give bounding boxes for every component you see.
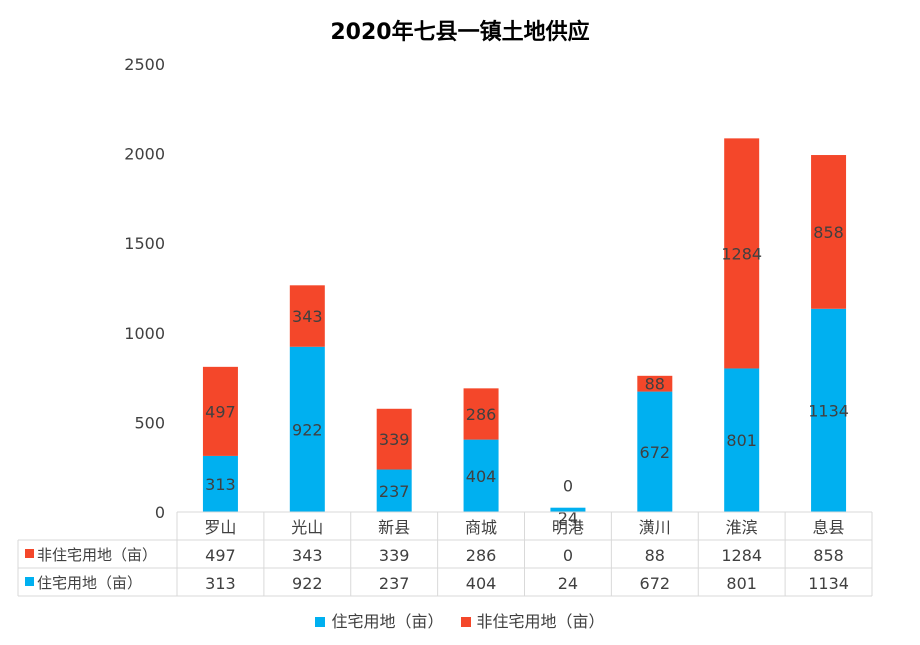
table-cell: 497	[205, 546, 236, 565]
table-cell: 0	[563, 546, 573, 565]
bar-non-residential	[811, 155, 847, 309]
data-label-residential: 237	[379, 482, 410, 501]
legend-swatch-residential	[315, 617, 326, 627]
table-series-swatch	[25, 549, 34, 558]
bar-residential	[463, 439, 499, 512]
table-cell: 237	[379, 574, 410, 593]
y-tick-label: 500	[134, 413, 165, 432]
data-label-residential: 672	[640, 443, 671, 462]
data-label-residential: 922	[292, 420, 323, 439]
legend-item-non-residential: 非住宅用地（亩）	[460, 608, 605, 632]
legend: 住宅用地（亩） 非住宅用地（亩）	[0, 608, 920, 632]
table-cell: 801	[726, 574, 757, 593]
table-series-label: 住宅用地（亩）	[37, 574, 142, 592]
data-label-non-residential: 343	[292, 307, 323, 326]
data-label-non-residential: 339	[379, 430, 410, 449]
y-axis: 0 500 1000 1500 2000 2500	[124, 55, 165, 522]
data-label-non-residential: 858	[813, 223, 844, 242]
legend-swatch-non-residential	[460, 617, 471, 627]
data-label-residential: 24	[558, 509, 578, 528]
table-cell: 343	[292, 546, 323, 565]
x-tick-label: 淮滨	[726, 518, 758, 537]
bar-non-residential	[637, 375, 673, 392]
data-label-residential: 404	[466, 467, 497, 486]
x-tick-label: 商城	[465, 518, 497, 537]
data-label-residential: 1134	[808, 401, 849, 420]
table-cell: 1284	[721, 546, 762, 565]
bar-residential	[724, 368, 760, 512]
table-cell: 313	[205, 574, 236, 593]
x-tick-label: 潢川	[639, 518, 671, 537]
bars: 313 497 922 343 237 339 404 286 24 0 672 88 801 1284 1…	[202, 138, 849, 528]
bar-residential	[376, 469, 412, 512]
bar-residential	[637, 391, 673, 512]
table-series-swatch	[25, 577, 34, 586]
table-cell: 672	[640, 574, 671, 593]
y-tick-label: 0	[155, 503, 165, 522]
bar-non-residential	[202, 366, 238, 456]
bar-residential	[202, 455, 238, 512]
bar-non-residential	[376, 408, 412, 470]
chart-title: 2020年七县一镇土地供应	[330, 20, 590, 45]
bar-residential	[550, 507, 586, 512]
x-tick-label: 罗山	[204, 518, 236, 537]
table-cell: 404	[466, 574, 497, 593]
data-label-residential: 801	[726, 431, 757, 450]
bar-non-residential	[463, 388, 499, 440]
table-cell: 339	[379, 546, 410, 565]
bar-non-residential	[289, 285, 325, 347]
y-tick-label: 1000	[124, 324, 165, 343]
table-cell: 24	[558, 574, 578, 593]
x-tick-label: 息县	[813, 518, 845, 537]
bar-residential	[289, 346, 325, 512]
x-tick-label: 光山	[291, 518, 323, 537]
data-label-non-residential: 497	[205, 402, 236, 421]
table-cell: 858	[813, 546, 844, 565]
legend-label-non-residential: 非住宅用地（亩）	[476, 612, 605, 631]
data-label-non-residential: 286	[466, 405, 497, 424]
table-series-label: 非住宅用地（亩）	[37, 546, 157, 564]
table-cell: 286	[466, 546, 497, 565]
y-tick-label: 2000	[124, 145, 165, 164]
data-label-non-residential: 88	[645, 375, 665, 394]
legend-label-residential: 住宅用地（亩）	[331, 612, 444, 631]
bar-residential	[811, 308, 847, 512]
legend-item-residential: 住宅用地（亩）	[315, 608, 443, 632]
bar-non-residential	[724, 138, 760, 369]
x-tick-label: 明港	[552, 518, 584, 537]
table-cell: 922	[292, 574, 323, 593]
y-tick-label: 1500	[124, 234, 165, 253]
data-label-residential: 313	[205, 475, 236, 494]
table-cell: 1134	[808, 574, 849, 593]
data-label-non-residential: 1284	[721, 244, 762, 263]
x-tick-label: 新县	[378, 518, 410, 537]
table-cell: 88	[645, 546, 665, 565]
y-tick-label: 2500	[124, 55, 165, 74]
data-label-non-residential: 0	[563, 477, 573, 496]
